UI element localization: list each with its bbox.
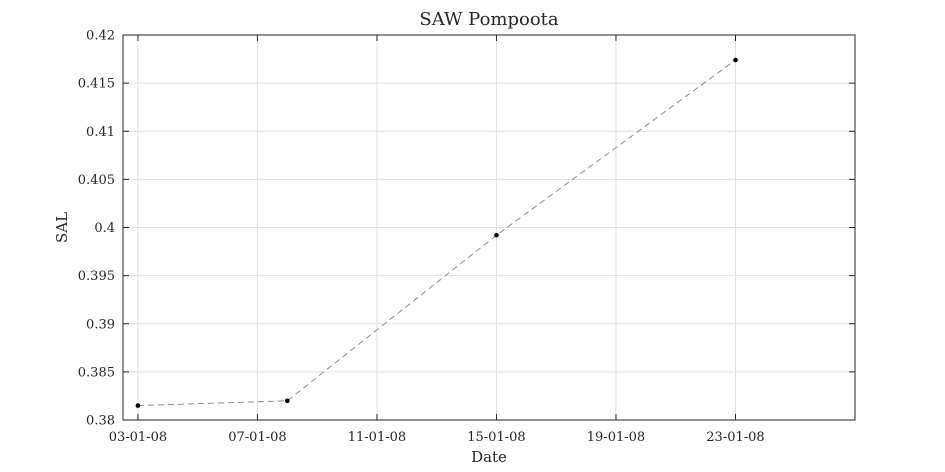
labels-layer: 03-01-08 07-01-08 11-01-08 15-01-08 19-01-08… [78, 29, 765, 446]
data-point [285, 398, 290, 404]
x-tick-label: 23-01-08 [706, 430, 764, 445]
y-tick-label: 0.4 [94, 221, 115, 236]
data-point [135, 403, 141, 408]
x-tick-label: 19-01-08 [587, 430, 645, 445]
plot-frame [122, 34, 856, 421]
data-point [733, 57, 738, 63]
y-tick-label: 0.38 [86, 414, 115, 429]
chart-title: SAW Pompoota [419, 9, 559, 30]
y-tick-label: 0.42 [86, 29, 115, 44]
series-line [137, 59, 736, 407]
x-tick-label: 15-01-08 [467, 430, 525, 445]
y-tick-label: 0.385 [78, 365, 115, 380]
x-axis-title: Date [471, 448, 507, 466]
y-tick-label: 0.395 [78, 269, 115, 284]
grid-layer [123, 34, 855, 421]
x-tick-label: 11-01-08 [348, 430, 406, 445]
x-tick-label: 07-01-08 [228, 430, 286, 445]
data-point [494, 232, 499, 238]
x-tick-label: 03-01-08 [109, 430, 167, 445]
series-layer [135, 57, 738, 408]
y-tick-label: 0.415 [78, 77, 115, 92]
y-axis-title: SAL [53, 212, 71, 243]
y-tick-label: 0.41 [86, 125, 115, 140]
y-tick-label: 0.405 [78, 173, 115, 188]
y-tick-label: 0.39 [86, 317, 115, 332]
